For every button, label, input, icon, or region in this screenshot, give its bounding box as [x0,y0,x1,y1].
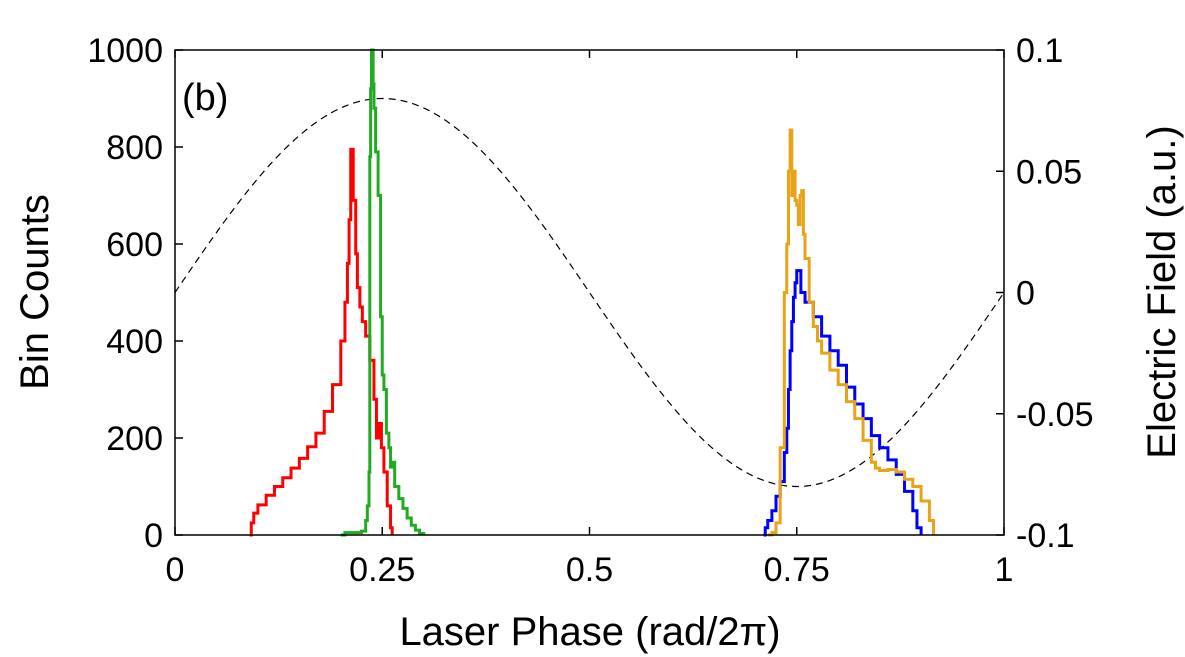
x-tick-label: 0.5 [566,551,613,589]
y2-tick-label: 0.05 [1016,153,1082,191]
histogram-series-4 [767,128,936,537]
x-axis-label: Laser Phase (rad/2π) [399,610,780,654]
x-tick-label: 1 [995,551,1014,589]
axis-ticks: 0 0.25 0.5 0.75 1 0 200 400 600 800 1000 -0.1 -0.05 0… [87,32,1093,589]
x-tick-label: 0.25 [349,551,415,589]
x-tick-label: 0 [166,551,185,589]
y2-axis-label: Electric Field (a.u.) [1140,125,1184,458]
y-tick-label: 0 [144,517,163,555]
y2-tick-label: 0.1 [1016,32,1063,70]
x-tick-label: 0.75 [764,551,830,589]
y2-tick-label: 0 [1016,275,1035,313]
panel-label: (b) [182,77,228,119]
y-tick-label: 1000 [87,32,163,70]
electric-field-line [174,97,1005,488]
y2-tick-label: -0.1 [1016,517,1075,555]
data-lines [174,48,1005,537]
y-axis-label: Bin Counts [13,194,57,390]
histogram-series-2 [340,48,426,537]
histogram-series-1 [249,147,394,537]
y2-tick-label: -0.05 [1016,396,1094,434]
y-tick-label: 400 [106,323,163,361]
histogram-series-3 [763,269,923,537]
y-tick-label: 200 [106,420,163,458]
y-tick-label: 600 [106,226,163,264]
y-tick-label: 800 [106,129,163,167]
